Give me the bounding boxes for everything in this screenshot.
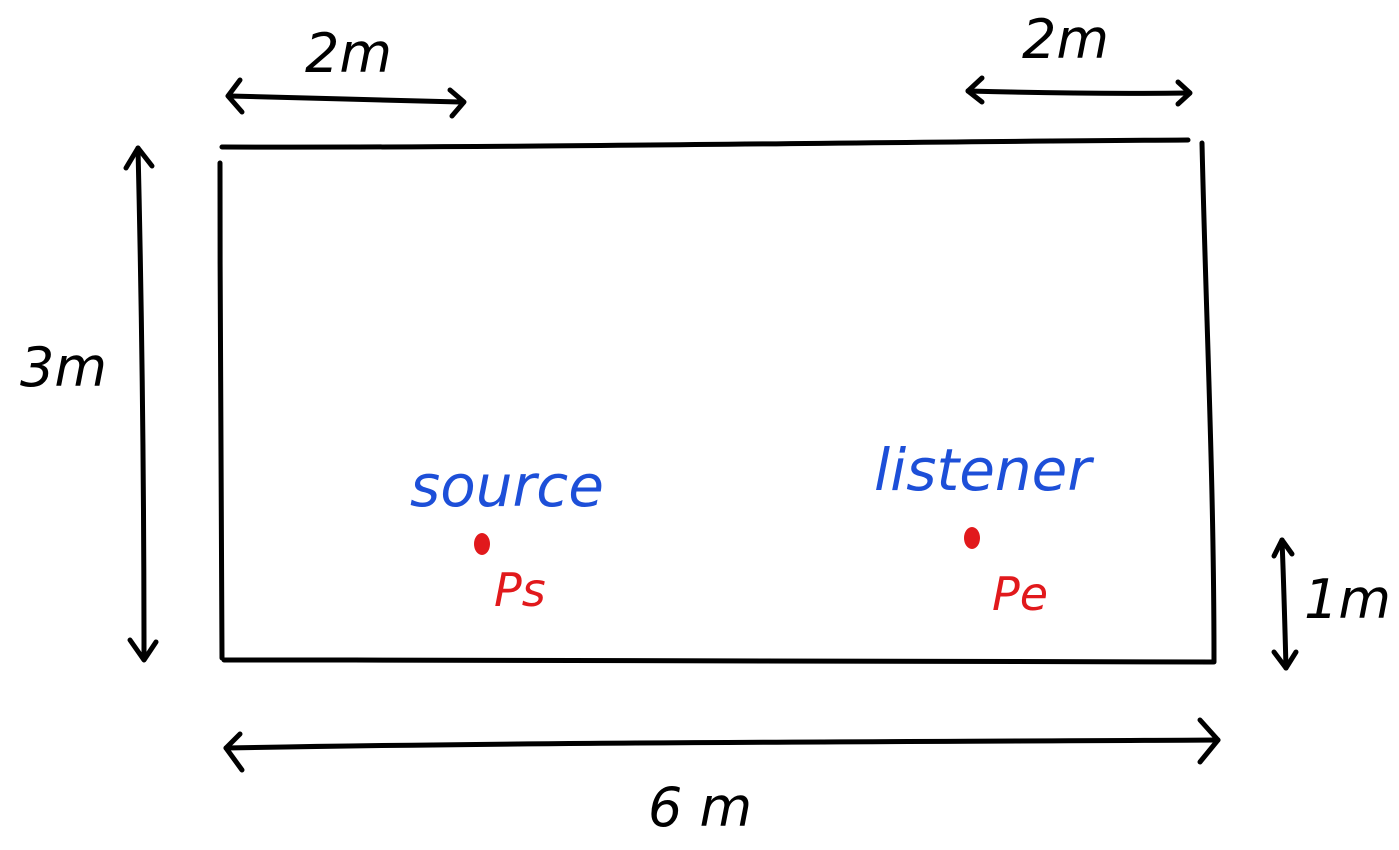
source-point <box>474 533 490 555</box>
bottom-width-dimension-label: 6 m <box>648 776 752 839</box>
listener-point-label: Pe <box>992 567 1048 621</box>
left-height-dimension-arrow <box>123 145 159 663</box>
left-height-dimension-label: 3m <box>20 336 107 399</box>
top-left-dimension-arrow <box>225 77 467 119</box>
listener-label: listener <box>874 436 1094 504</box>
right-height-dimension-label: 1m <box>1304 568 1391 631</box>
listener-point <box>964 527 980 549</box>
source-label: source <box>410 452 604 520</box>
top-right-dimension-arrow <box>965 75 1193 107</box>
room-outline <box>217 137 1217 665</box>
source-point-label: Ps <box>494 563 546 617</box>
right-height-dimension-arrow <box>1271 537 1299 671</box>
top-left-dimension-label: 2m <box>305 22 392 85</box>
top-right-dimension-label: 2m <box>1022 8 1109 71</box>
bottom-width-dimension-arrow <box>223 717 1221 773</box>
